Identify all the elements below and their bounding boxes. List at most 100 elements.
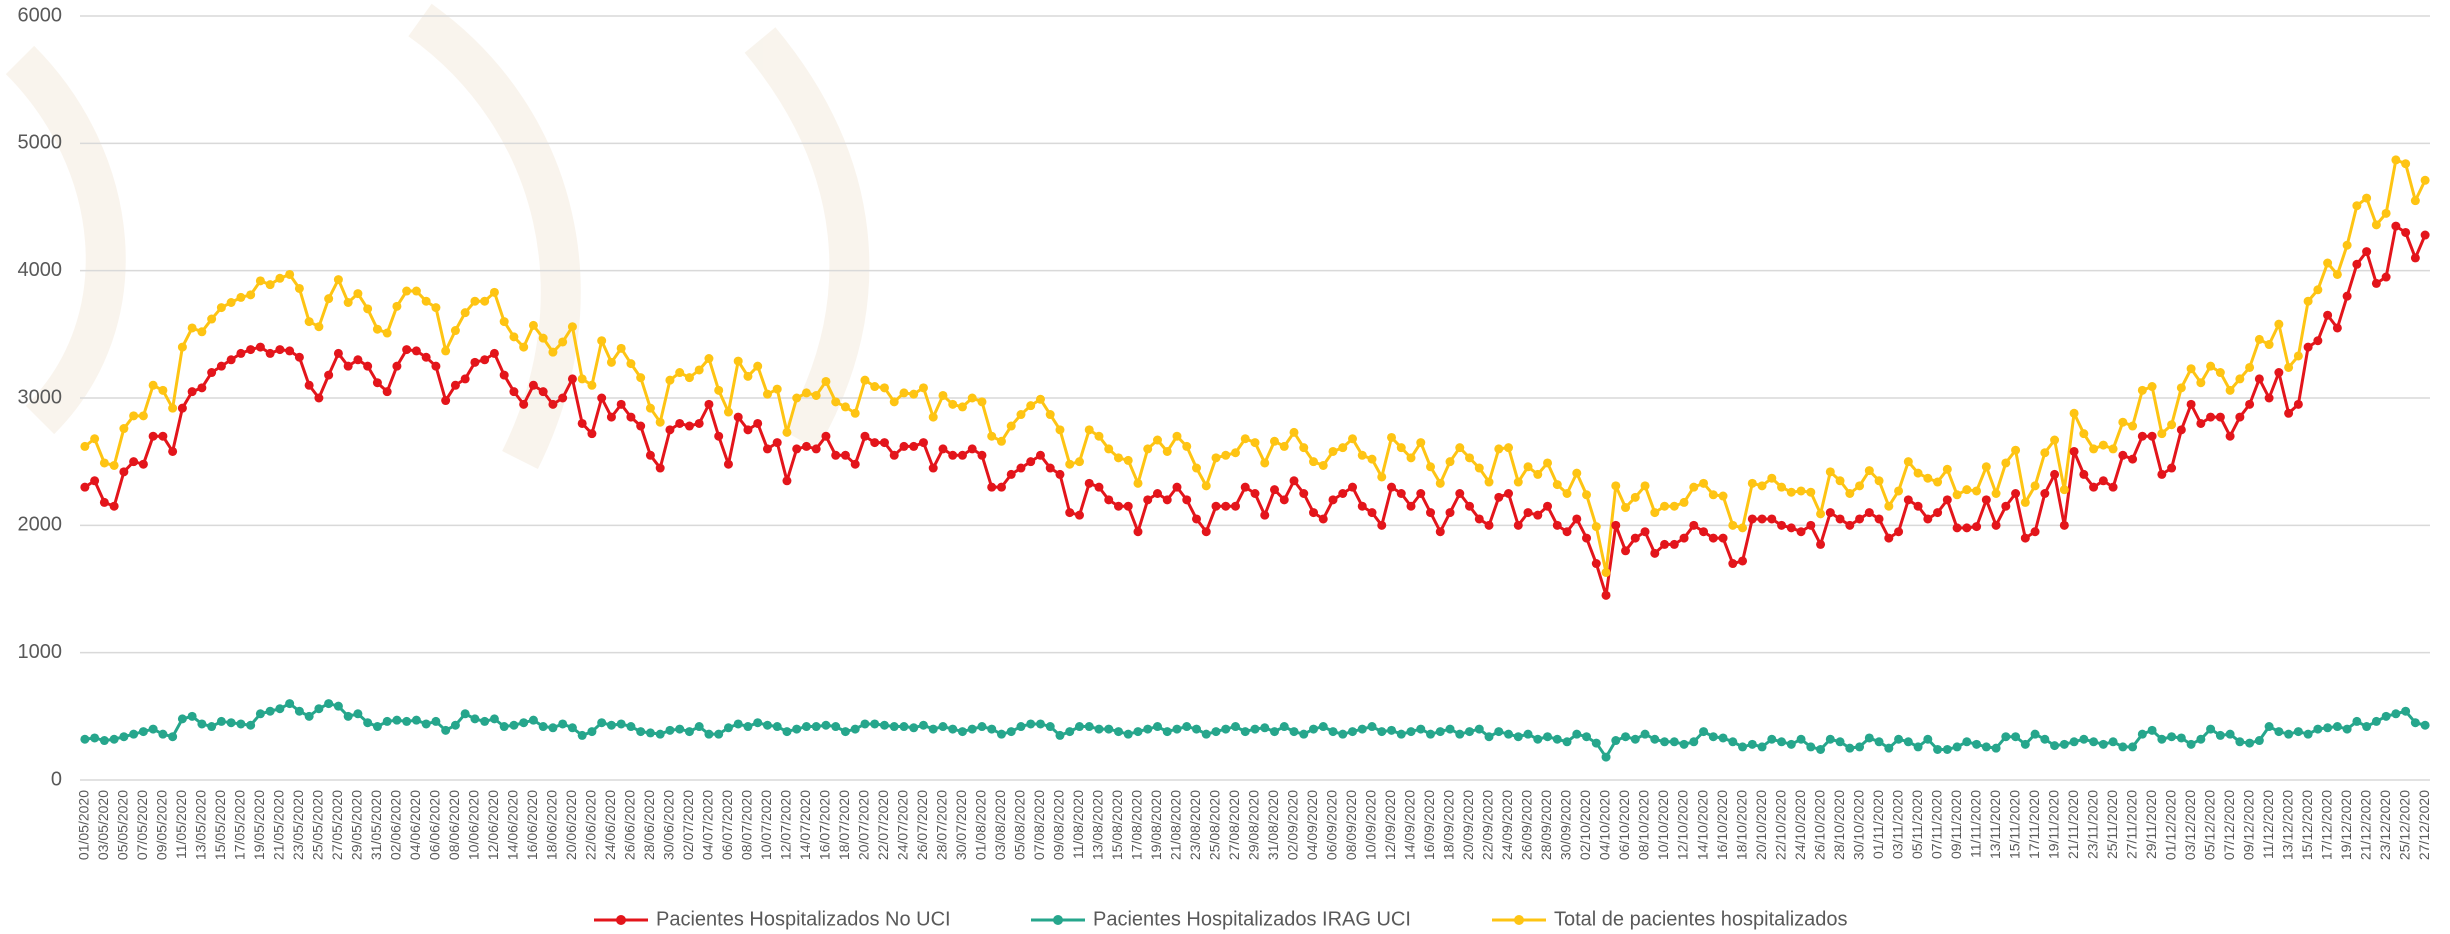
data-point — [734, 413, 743, 422]
data-point — [529, 381, 538, 390]
data-point — [1124, 456, 1133, 465]
data-point — [2001, 502, 2010, 511]
x-tick-label: 20/09/2020 — [1460, 790, 1476, 860]
x-tick-label: 18/10/2020 — [1733, 790, 1749, 860]
data-point — [1211, 453, 1220, 462]
data-point — [802, 722, 811, 731]
data-point — [227, 298, 236, 307]
data-point — [2352, 717, 2361, 726]
x-tick-label: 08/10/2020 — [1636, 790, 1652, 860]
data-point — [1845, 521, 1854, 530]
data-point — [2157, 470, 2166, 479]
data-point — [802, 388, 811, 397]
data-point — [2352, 201, 2361, 210]
data-point — [1660, 540, 1669, 549]
data-point — [129, 411, 138, 420]
x-tick-label: 21/12/2020 — [2357, 790, 2373, 860]
data-point — [1065, 460, 1074, 469]
x-tick-label: 09/08/2020 — [1051, 790, 1067, 860]
data-point — [1085, 425, 1094, 434]
data-point — [1972, 486, 1981, 495]
data-point — [1953, 490, 1962, 499]
data-point — [1533, 735, 1542, 744]
x-tick-label: 07/08/2020 — [1031, 790, 1047, 860]
data-point — [714, 432, 723, 441]
data-point — [695, 419, 704, 428]
data-point — [246, 345, 255, 354]
data-point — [1358, 451, 1367, 460]
data-point — [685, 422, 694, 431]
x-tick-label: 10/07/2020 — [758, 790, 774, 860]
data-point — [2343, 292, 2352, 301]
data-point — [305, 712, 314, 721]
data-point — [968, 394, 977, 403]
data-point — [1065, 727, 1074, 736]
data-point — [1904, 495, 1913, 504]
data-point — [2089, 737, 2098, 746]
data-point — [1036, 451, 1045, 460]
data-point — [1504, 730, 1513, 739]
data-point — [1894, 735, 1903, 744]
data-point — [470, 358, 479, 367]
x-tick-label: 25/08/2020 — [1207, 790, 1223, 860]
data-point — [1026, 401, 1035, 410]
data-point — [1767, 514, 1776, 523]
data-point — [402, 717, 411, 726]
data-point — [119, 424, 128, 433]
data-point — [870, 382, 879, 391]
data-point — [2343, 725, 2352, 734]
data-point — [1055, 425, 1064, 434]
data-point — [2421, 721, 2430, 730]
data-point — [821, 432, 830, 441]
data-point — [2421, 231, 2430, 240]
data-point — [149, 381, 158, 390]
data-point — [1982, 462, 1991, 471]
data-point — [2060, 485, 2069, 494]
data-point — [1806, 488, 1815, 497]
data-point — [188, 323, 197, 332]
data-point — [2031, 481, 2040, 490]
data-point — [1962, 737, 1971, 746]
data-point — [1143, 495, 1152, 504]
data-point — [1270, 437, 1279, 446]
data-point — [2118, 418, 2127, 427]
data-point — [665, 726, 674, 735]
data-point — [1855, 742, 1864, 751]
x-tick-label: 18/09/2020 — [1441, 790, 1457, 860]
data-point — [548, 723, 557, 732]
data-point — [1972, 522, 1981, 531]
data-point — [1231, 722, 1240, 731]
data-point — [724, 408, 733, 417]
data-point — [1670, 540, 1679, 549]
data-point — [929, 464, 938, 473]
data-point — [1270, 727, 1279, 736]
data-point — [539, 722, 548, 731]
data-point — [1290, 476, 1299, 485]
x-tick-label: 23/05/2020 — [290, 790, 306, 860]
data-point — [324, 371, 333, 380]
data-point — [441, 396, 450, 405]
x-tick-label: 20/10/2020 — [1753, 790, 1769, 860]
legend-label: Pacientes Hospitalizados No UCI — [656, 908, 951, 930]
data-point — [695, 722, 704, 731]
x-tick-label: 24/07/2020 — [895, 790, 911, 860]
data-point — [2040, 489, 2049, 498]
data-point — [2109, 737, 2118, 746]
x-tick-label: 04/07/2020 — [700, 790, 716, 860]
data-point — [2011, 732, 2020, 741]
x-tick-label: 11/05/2020 — [173, 790, 189, 859]
data-point — [2362, 247, 2371, 256]
data-point — [2274, 727, 2283, 736]
data-point — [1592, 559, 1601, 568]
data-point — [812, 391, 821, 400]
x-tick-label: 01/08/2020 — [973, 790, 989, 860]
watermark — [20, 20, 849, 460]
data-point — [1153, 489, 1162, 498]
data-point — [968, 444, 977, 453]
data-point — [899, 722, 908, 731]
data-point — [1826, 467, 1835, 476]
data-point — [2050, 741, 2059, 750]
y-tick-label: 3000 — [18, 386, 63, 408]
data-point — [938, 391, 947, 400]
x-tick-label: 13/08/2020 — [1090, 790, 1106, 860]
